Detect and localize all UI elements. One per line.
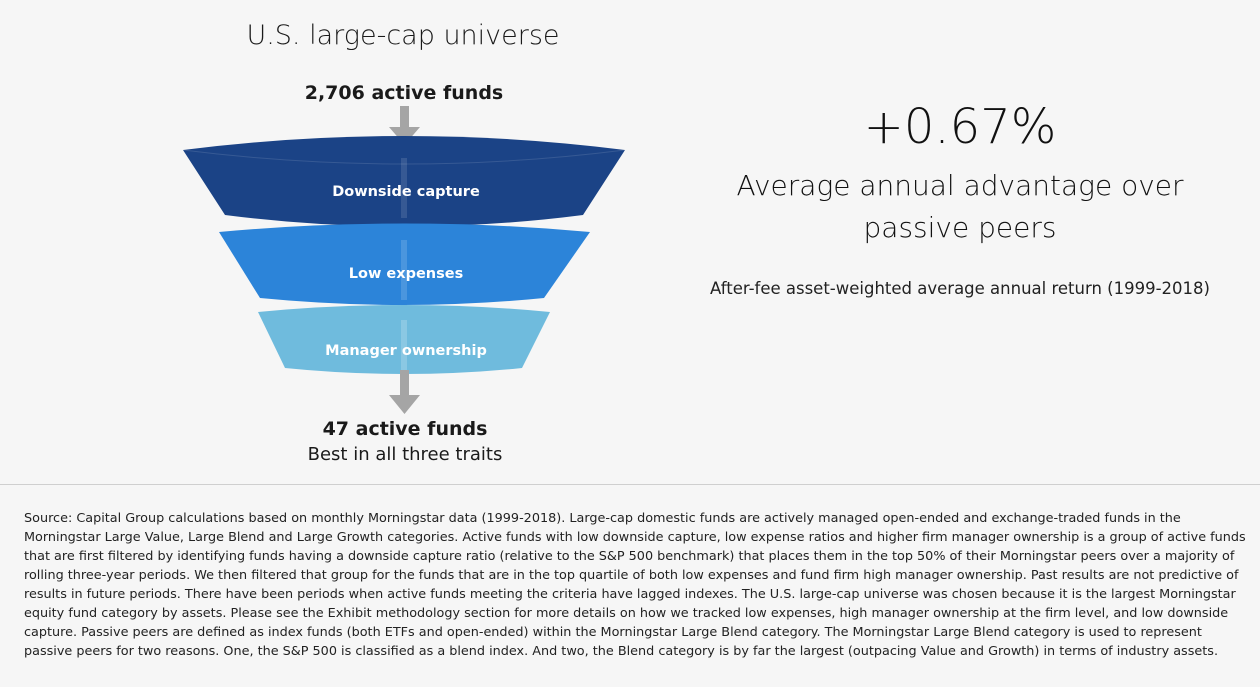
funnel-stage-downside-capture: Downside capture (182, 136, 626, 227)
funnel-stage-label: Manager ownership (325, 343, 487, 359)
stat-label: Average annual advantage over passive pe… (700, 165, 1220, 249)
arrow-down-icon (389, 106, 420, 145)
stat-callout: +0.67% Average annual advantage over pas… (700, 99, 1220, 301)
funnel-stage-label: Downside capture (332, 184, 480, 200)
funnel-stage-manager-ownership: Manager ownership (258, 305, 550, 374)
stat-label-line1: Average annual advantage over (736, 169, 1184, 203)
funnel-stage-shape (219, 223, 590, 305)
funnel-diagram: U.S. large-cap universe 2,706 active fun… (182, 20, 626, 465)
funnel-stage-label: Low expenses (349, 266, 463, 282)
stat-note: After-fee asset-weighted average annual … (710, 279, 1210, 299)
source-note: Source: Capital Group calculations based… (24, 511, 1246, 659)
stat-value: +0.67% (863, 99, 1057, 155)
funnel-title: U.S. large-cap universe (246, 20, 559, 51)
funnel-stage-shape (183, 136, 625, 227)
funnel-stage-shape (258, 305, 550, 374)
funnel-end-label: 47 active funds (323, 418, 488, 440)
funnel-end-sublabel: Best in all three traits (308, 444, 503, 465)
funnel-start-label: 2,706 active funds (305, 82, 504, 104)
stat-label-line2: passive peers (863, 211, 1057, 245)
divider (0, 484, 1260, 485)
funnel-stage-low-expenses: Low expenses (219, 223, 590, 305)
arrow-down-icon (389, 370, 420, 414)
